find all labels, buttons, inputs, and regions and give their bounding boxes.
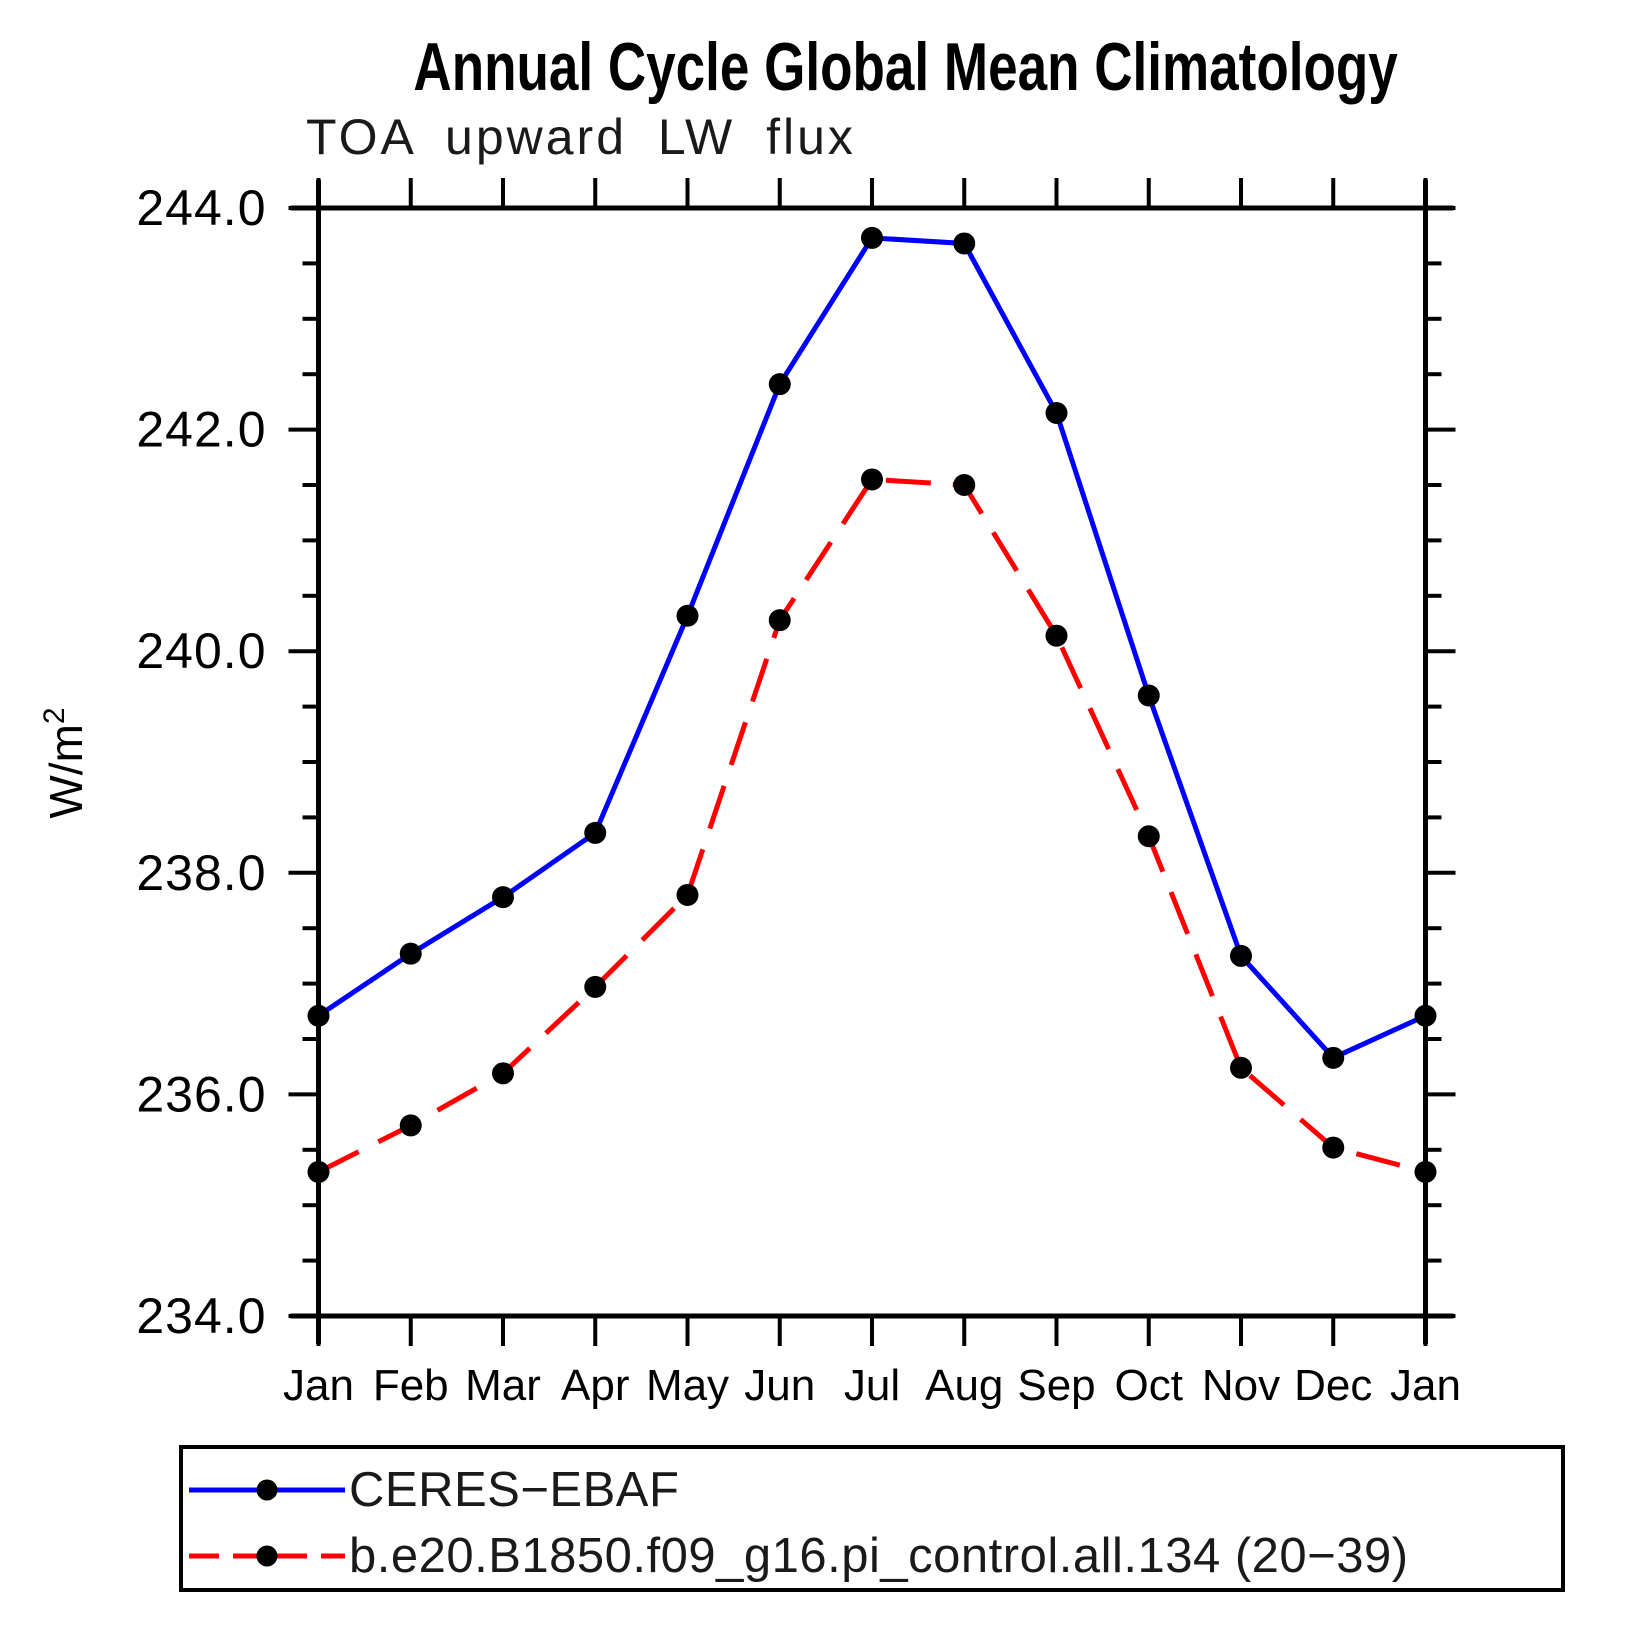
data-point-model (676, 883, 699, 906)
x-tick-label: Sep (1017, 1361, 1095, 1410)
data-point-model (1322, 1136, 1345, 1159)
y-tick-label: 244.0 (136, 180, 266, 236)
legend-entry-model: b.e20.B1850.f09_g16.pi_control.all.134 (… (187, 1529, 1409, 1583)
data-point-ceres-ebaf (492, 886, 514, 909)
data-point-ceres-ebaf (1230, 944, 1252, 967)
x-tick-label: Jul (844, 1361, 900, 1410)
data-point-model (1230, 1056, 1252, 1079)
x-tick-label: Jan (283, 1361, 354, 1410)
legend-line-sample-model (189, 1545, 345, 1567)
y-axis-title-exponent: 2 (38, 707, 71, 724)
data-point-model (399, 1114, 422, 1137)
data-point-ceres-ebaf (1045, 401, 1068, 424)
x-tick-label: Aug (925, 1361, 1003, 1410)
x-tick-label: Nov (1202, 1361, 1280, 1410)
x-tick-label: Oct (1115, 1361, 1183, 1410)
data-point-model (861, 468, 883, 491)
x-tick-label: May (646, 1361, 729, 1410)
data-point-model (768, 609, 791, 632)
data-point-ceres-ebaf (584, 821, 607, 844)
legend-line-sample-ceres (189, 1479, 345, 1501)
chart-subtitle: TOA upward LW flux (306, 109, 856, 165)
data-point-model (307, 1160, 330, 1183)
legend-entry-ceres: CERES−EBAF (187, 1463, 680, 1517)
y-tick-label: 238.0 (136, 845, 266, 901)
data-point-model (1414, 1160, 1437, 1183)
data-point-model (1045, 624, 1068, 647)
y-tick-label: 234.0 (136, 1288, 266, 1344)
data-point-ceres-ebaf (1322, 1046, 1345, 1069)
x-tick-label: Jun (744, 1361, 815, 1410)
data-point-ceres-ebaf (1414, 1004, 1437, 1027)
data-point-ceres-ebaf (953, 232, 976, 255)
series-line-ceres-ebaf (317, 235, 1427, 1061)
data-point-ceres-ebaf (676, 604, 699, 627)
x-tick-label: Jan (1390, 1361, 1461, 1410)
x-tick-label: Feb (373, 1361, 449, 1410)
page-title: Annual Cycle Global Mean Climatology (413, 29, 1398, 105)
data-point-ceres-ebaf (861, 226, 883, 249)
x-tick-label: Mar (465, 1361, 541, 1410)
data-point-ceres-ebaf (307, 1004, 330, 1027)
x-tick-label: Dec (1294, 1361, 1372, 1410)
y-axis-title: W/m2 (38, 707, 92, 818)
data-point-model (492, 1062, 514, 1085)
legend-sample-marker (256, 1545, 278, 1567)
data-point-model (1137, 825, 1160, 848)
data-point-ceres-ebaf (399, 942, 422, 965)
legend-sample-marker (256, 1479, 278, 1501)
y-tick-label: 240.0 (136, 623, 266, 679)
x-tick-label: Apr (561, 1361, 629, 1410)
legend-label-ceres: CERES−EBAF (349, 1463, 680, 1517)
data-point-ceres-ebaf (768, 373, 791, 396)
legend-box: CERES−EBAF b.e20.B1850.f09_g16.pi_contro… (179, 1445, 1565, 1592)
data-point-model (584, 975, 607, 998)
y-tick-label: 242.0 (136, 402, 266, 458)
y-tick-label: 236.0 (136, 1066, 266, 1122)
y-axis-title-main: W/m (40, 724, 92, 819)
data-point-model (953, 474, 976, 496)
series-line-model (317, 476, 1427, 1175)
legend-label-model: b.e20.B1850.f09_g16.pi_control.all.134 (… (349, 1529, 1409, 1583)
data-point-ceres-ebaf (1137, 684, 1160, 707)
